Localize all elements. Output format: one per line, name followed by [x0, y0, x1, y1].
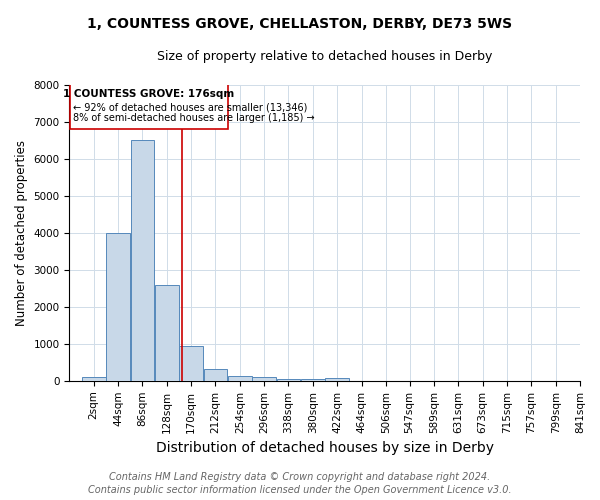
Text: 8% of semi-detached houses are larger (1,185) →: 8% of semi-detached houses are larger (1…: [73, 114, 315, 124]
Bar: [70, 83, 228, 128]
X-axis label: Distribution of detached houses by size in Derby: Distribution of detached houses by size …: [156, 441, 494, 455]
Bar: [82, 377, 106, 381]
Bar: [228, 376, 252, 381]
Bar: [277, 378, 301, 381]
Bar: [203, 368, 227, 381]
Title: Size of property relative to detached houses in Derby: Size of property relative to detached ho…: [157, 50, 493, 63]
Bar: [301, 378, 325, 381]
Text: 1, COUNTESS GROVE, CHELLASTON, DERBY, DE73 5WS: 1, COUNTESS GROVE, CHELLASTON, DERBY, DE…: [88, 18, 512, 32]
Bar: [131, 140, 154, 381]
Bar: [155, 284, 179, 381]
Text: Contains HM Land Registry data © Crown copyright and database right 2024.
Contai: Contains HM Land Registry data © Crown c…: [88, 472, 512, 495]
Bar: [106, 233, 130, 381]
Bar: [179, 346, 203, 381]
Text: 1 COUNTESS GROVE: 176sqm: 1 COUNTESS GROVE: 176sqm: [64, 88, 235, 99]
Text: ← 92% of detached houses are smaller (13,346): ← 92% of detached houses are smaller (13…: [73, 102, 308, 113]
Y-axis label: Number of detached properties: Number of detached properties: [15, 140, 28, 326]
Bar: [325, 378, 349, 381]
Bar: [252, 377, 276, 381]
